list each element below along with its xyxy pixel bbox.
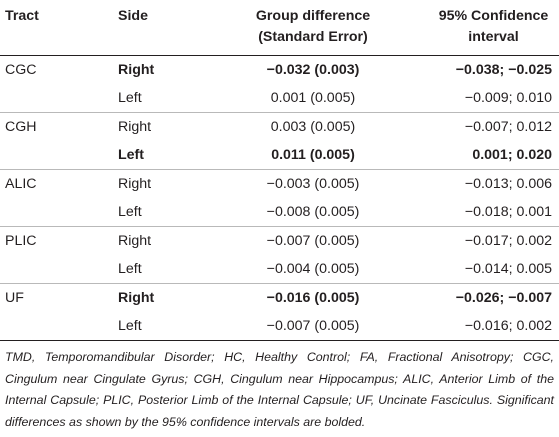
table-row: PLIC Right −0.007 (0.005) −0.017; 0.002 <box>0 225 559 255</box>
cell-difference: 0.001 (0.005) <box>270 89 356 106</box>
cell-tract: PLIC <box>0 225 118 255</box>
cell-difference: −0.032 (0.003) <box>266 61 360 78</box>
cell-difference: −0.008 (0.005) <box>266 203 360 220</box>
cell-difference: 0.011 (0.005) <box>271 146 355 163</box>
header-confidence-interval: 95% Confidence interval <box>398 0 559 55</box>
table-row: Left 0.011 (0.005) 0.001; 0.020 <box>0 141 559 170</box>
cell-side: Left <box>118 260 142 277</box>
cell-tract <box>0 255 118 284</box>
cell-difference: −0.007 (0.005) <box>228 225 398 255</box>
cell-ci: −0.007; 0.012 <box>398 111 559 141</box>
cell-tract: ALIC <box>0 168 118 198</box>
table-row: CGC Right −0.032 (0.003) −0.038; −0.025 <box>0 55 559 84</box>
cell-side: Left <box>118 89 142 106</box>
cell-tract <box>0 198 118 227</box>
header-row: Tract Side Group difference (Standard Er… <box>0 0 559 55</box>
header-ci-line1: 95% Confidence <box>438 8 549 24</box>
cell-tract: CGH <box>0 111 118 141</box>
table-row: Left −0.004 (0.005) −0.014; 0.005 <box>0 255 559 284</box>
cell-ci: −0.009; 0.010 <box>464 89 552 106</box>
cell-ci: −0.016; 0.002 <box>398 311 559 341</box>
cell-difference: −0.007 (0.005) <box>228 311 398 341</box>
cell-ci: −0.013; 0.006 <box>398 168 559 198</box>
cell-side: Right <box>118 168 228 198</box>
header-group-difference: Group difference (Standard Error) <box>228 0 398 55</box>
table-row: Left −0.007 (0.005) −0.016; 0.002 <box>0 311 559 341</box>
cell-difference: −0.016 (0.005) <box>228 282 398 312</box>
cell-tract <box>0 84 118 113</box>
cell-side: Left <box>118 146 145 163</box>
cell-ci: −0.017; 0.002 <box>398 225 559 255</box>
cell-difference: 0.003 (0.005) <box>228 111 398 141</box>
table-row: Left −0.008 (0.005) −0.018; 0.001 <box>0 198 559 227</box>
cell-tract: UF <box>0 282 118 312</box>
cell-side: Left <box>118 311 228 341</box>
cell-ci: −0.038; −0.025 <box>455 61 552 78</box>
header-side: Side <box>118 8 148 24</box>
cell-ci: −0.026; −0.007 <box>398 282 559 312</box>
header-tract: Tract <box>5 8 39 24</box>
table-footnote: TMD, Temporomandibular Disorder; HC, Hea… <box>5 350 554 429</box>
table-row: CGH Right 0.003 (0.005) −0.007; 0.012 <box>0 111 559 141</box>
cell-difference: −0.004 (0.005) <box>266 260 360 277</box>
cell-ci: −0.014; 0.005 <box>464 260 552 277</box>
header-ci-line2: interval <box>468 29 519 45</box>
cell-tract: CGC <box>5 61 37 78</box>
cell-tract <box>0 311 118 341</box>
cell-difference: −0.003 (0.005) <box>228 168 398 198</box>
table-body: CGC Right −0.032 (0.003) −0.038; −0.025 … <box>0 55 559 341</box>
cell-side: Right <box>118 225 228 255</box>
cell-side: Left <box>118 203 142 220</box>
header-group-difference-line1: Group difference <box>255 8 371 24</box>
table-row: Left 0.001 (0.005) −0.009; 0.010 <box>0 84 559 113</box>
cell-tract <box>0 141 118 170</box>
cell-side: Right <box>118 111 228 141</box>
table-row: UF Right −0.016 (0.005) −0.026; −0.007 <box>0 282 559 312</box>
cell-side: Right <box>118 282 228 312</box>
header-group-difference-line2: (Standard Error) <box>258 29 368 45</box>
cell-side: Right <box>118 61 155 78</box>
cell-ci: 0.001; 0.020 <box>472 146 552 163</box>
table-row: ALIC Right −0.003 (0.005) −0.013; 0.006 <box>0 168 559 198</box>
results-table: Tract Side Group difference (Standard Er… <box>0 0 559 341</box>
cell-ci: −0.018; 0.001 <box>464 203 552 220</box>
